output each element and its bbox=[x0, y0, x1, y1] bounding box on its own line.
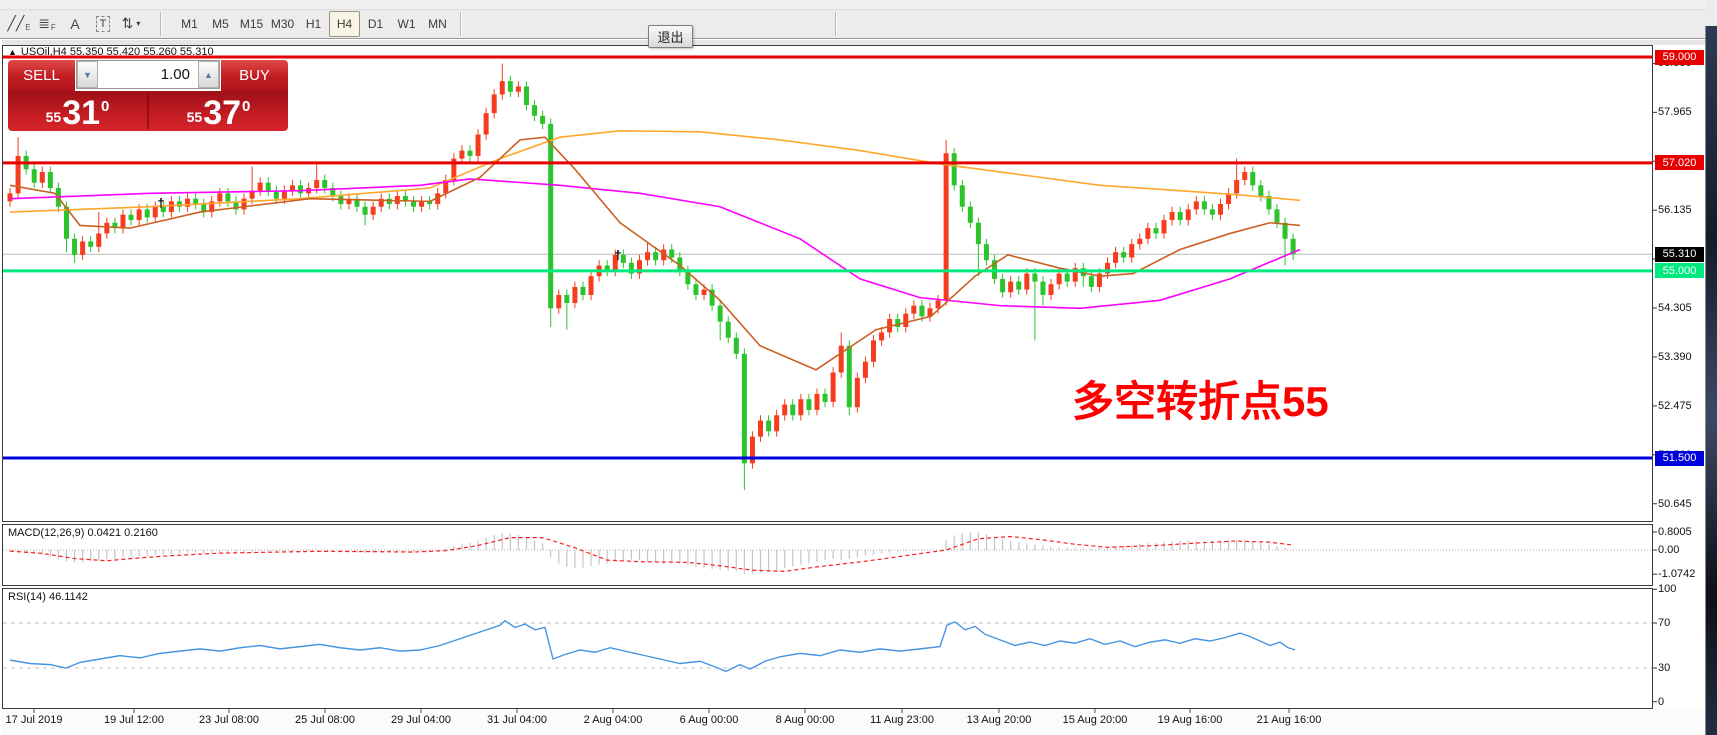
symbol-ohlc-text: USOil,H4 55.350 55.420 55.260 55.310 bbox=[20, 46, 214, 58]
exit-button[interactable]: 退出 bbox=[648, 25, 693, 48]
time-scale[interactable]: 17 Jul 2019 19 Jul 12:00 23 Jul 08:00 25 Ju… bbox=[2, 709, 1706, 735]
arrow-objects-tool-icon[interactable]: ⇅ ▾ bbox=[121, 15, 141, 31]
time-axis-label: 29 Jul 04:00 bbox=[391, 714, 451, 726]
time-axis-label: 15 Aug 20:00 bbox=[1062, 714, 1128, 726]
sell-price-small: 55 bbox=[45, 109, 62, 125]
buy-button[interactable]: BUY bbox=[221, 60, 288, 91]
price-scale[interactable]: 58.88057.96557.05056.13555.22054.30553.3… bbox=[1654, 45, 1705, 709]
timeframe-MN[interactable]: MN bbox=[428, 17, 447, 31]
sell-button[interactable]: SELL bbox=[8, 60, 75, 91]
price-badge-57.020: 57.020 bbox=[1655, 155, 1704, 171]
volume-spinner: ▼ 1.00 ▲ bbox=[76, 60, 220, 89]
macd-tick-label: -1.0742 bbox=[1658, 568, 1696, 581]
time-axis-label: 17 Jul 2019 bbox=[5, 714, 63, 726]
price-tick-label: 57.965 bbox=[1658, 106, 1692, 119]
price-tick-label: 54.305 bbox=[1658, 302, 1692, 315]
rsi-tick-label: 100 bbox=[1658, 583, 1677, 596]
price-tick-label: 52.475 bbox=[1658, 399, 1692, 412]
macd-tick-label: 0.8005 bbox=[1658, 525, 1692, 538]
time-axis-label: 6 Aug 00:00 bbox=[679, 714, 739, 726]
symbol-header: ▲ USOil,H4 55.350 55.420 55.260 55.310 bbox=[8, 46, 214, 58]
timeframe-M5[interactable]: M5 bbox=[212, 17, 229, 31]
time-axis-label: 23 Jul 08:00 bbox=[199, 714, 259, 726]
time-axis-label: 19 Aug 16:00 bbox=[1157, 714, 1223, 726]
macd-tick-label: 0.00 bbox=[1658, 544, 1680, 556]
symbol-marker-icon: ▲ bbox=[8, 47, 17, 57]
macd-panel[interactable] bbox=[2, 524, 1653, 586]
sell-price[interactable]: 55 31 0 bbox=[8, 91, 147, 131]
clipped-toolbar-row bbox=[0, 0, 1706, 10]
timeframe-M1[interactable]: M1 bbox=[181, 17, 198, 31]
price-tick-label: 50.645 bbox=[1658, 497, 1692, 510]
cross-marker: † bbox=[157, 195, 165, 211]
price-tick-label: 56.135 bbox=[1658, 204, 1692, 217]
timeframe-M30[interactable]: M30 bbox=[270, 17, 295, 31]
time-axis-label: 11 Aug 23:00 bbox=[869, 714, 935, 726]
price-badge-55.310: 55.310 bbox=[1655, 246, 1704, 262]
buy-price-sup: 0 bbox=[242, 98, 251, 115]
rsi-tick-label: 70 bbox=[1658, 617, 1671, 629]
rsi-label: RSI(14) 46.1142 bbox=[8, 591, 88, 603]
equidistant-channel-tool-icon[interactable]: ╱╱ E bbox=[7, 15, 31, 32]
time-axis-label: 25 Jul 08:00 bbox=[295, 714, 355, 726]
time-axis-label: 13 Aug 20:00 bbox=[966, 714, 1032, 726]
price-badge-51.500: 51.500 bbox=[1655, 450, 1704, 466]
price-badge-59.000: 59.000 bbox=[1655, 49, 1704, 65]
rsi-tick-label: 30 bbox=[1658, 662, 1671, 674]
time-axis-label: 2 Aug 04:00 bbox=[583, 714, 643, 726]
time-axis-label: 21 Aug 16:00 bbox=[1256, 714, 1322, 726]
time-axis-label: 31 Jul 04:00 bbox=[487, 714, 547, 726]
sell-price-sup: 0 bbox=[101, 98, 110, 115]
buy-price-small: 55 bbox=[186, 109, 203, 125]
window-corner bbox=[1706, 0, 1717, 26]
buy-price-big: 37 bbox=[203, 94, 242, 132]
price-tick-label: 53.390 bbox=[1658, 350, 1692, 363]
one-click-trading-panel: SELL ▼ 1.00 ▲ BUY 55 31 0 55 37 0 bbox=[8, 60, 288, 131]
timeframe-H1[interactable]: H1 bbox=[305, 17, 322, 31]
volume-increase-button[interactable]: ▲ bbox=[198, 61, 219, 88]
timeframe-M15[interactable]: M15 bbox=[239, 17, 264, 31]
price-divider bbox=[147, 93, 149, 129]
time-axis-label: 8 Aug 00:00 bbox=[775, 714, 835, 726]
timeframe-D1[interactable]: D1 bbox=[367, 17, 384, 31]
rsi-tick-label: 0 bbox=[1658, 695, 1665, 708]
desktop-background-strip bbox=[1706, 26, 1717, 735]
toolbar-separator bbox=[835, 12, 837, 36]
text-tool-icon[interactable]: A bbox=[70, 15, 80, 32]
rsi-panel[interactable] bbox=[2, 588, 1653, 709]
window-right-border bbox=[1705, 26, 1706, 735]
volume-decrease-button[interactable]: ▼ bbox=[77, 61, 98, 88]
toolbar-separator bbox=[160, 12, 162, 36]
price-badge-55.000: 55.000 bbox=[1655, 263, 1704, 279]
panel-gap bbox=[2, 40, 1706, 45]
timeframe-H4[interactable]: H4 bbox=[329, 11, 360, 37]
cross-marker: † bbox=[614, 247, 622, 263]
macd-label: MACD(12,26,9) 0.0421 0.2160 bbox=[8, 527, 158, 539]
chart-annotation-text: 多空转折点55 bbox=[1072, 378, 1329, 425]
toolbar-separator bbox=[460, 12, 462, 36]
text-label-tool-icon[interactable]: T bbox=[90, 12, 116, 35]
fibonacci-retracement-tool-icon[interactable]: ≣ F bbox=[38, 15, 56, 32]
timeframe-W1[interactable]: W1 bbox=[397, 17, 416, 31]
sell-price-big: 31 bbox=[62, 94, 101, 132]
time-axis-label: 19 Jul 12:00 bbox=[104, 714, 164, 726]
chart-toolbar: ╱╱ E ≣ F A T ⇅ ▾ M1 M5 M15 M30 H1 H4 D1 W1 MN bbox=[0, 10, 1706, 39]
buy-price[interactable]: 55 37 0 bbox=[149, 91, 288, 131]
volume-value[interactable]: 1.00 bbox=[160, 66, 190, 83]
